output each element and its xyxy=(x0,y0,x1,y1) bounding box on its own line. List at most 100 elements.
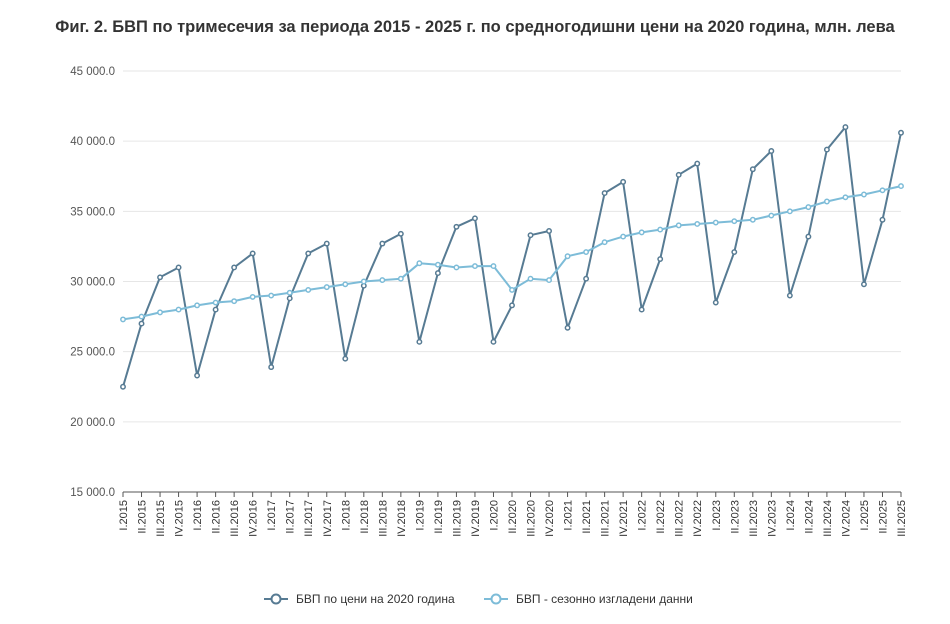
data-point[interactable] xyxy=(712,219,719,226)
data-point[interactable] xyxy=(527,232,534,239)
axes xyxy=(122,491,902,497)
data-point[interactable] xyxy=(805,204,812,211)
data-point[interactable] xyxy=(879,216,886,223)
y-tick-label: 30 000.0 xyxy=(70,277,115,289)
data-point[interactable] xyxy=(564,253,571,260)
data-point[interactable] xyxy=(379,277,386,284)
data-point[interactable] xyxy=(749,166,756,173)
data-point[interactable] xyxy=(379,240,386,247)
data-point[interactable] xyxy=(472,263,478,270)
data-point[interactable] xyxy=(546,277,552,284)
data-point[interactable] xyxy=(268,364,275,371)
data-point[interactable] xyxy=(305,250,312,257)
data-point[interactable] xyxy=(342,355,349,362)
data-point[interactable] xyxy=(175,306,182,313)
data-point[interactable] xyxy=(231,264,238,271)
data-point[interactable] xyxy=(861,191,867,198)
data-point[interactable] xyxy=(583,275,590,282)
data-point[interactable] xyxy=(490,263,497,270)
x-tick-label: II.2015 xyxy=(137,500,149,534)
data-point[interactable] xyxy=(675,222,682,229)
data-point[interactable] xyxy=(898,183,904,190)
data-point[interactable] xyxy=(749,216,756,223)
data-point[interactable] xyxy=(898,129,904,136)
x-tick-label: I.2022 xyxy=(637,500,649,531)
data-point[interactable] xyxy=(138,313,145,320)
x-tick-label: II.2024 xyxy=(803,500,815,534)
data-point[interactable] xyxy=(231,298,238,305)
data-point[interactable] xyxy=(638,306,645,313)
data-point[interactable] xyxy=(694,221,701,227)
data-point[interactable] xyxy=(564,324,571,331)
legend-marker xyxy=(270,593,282,605)
data-point[interactable] xyxy=(397,230,404,237)
data-point[interactable] xyxy=(731,249,738,255)
x-tick-label: II.2018 xyxy=(359,500,371,534)
data-point[interactable] xyxy=(342,281,349,288)
data-point[interactable] xyxy=(157,274,163,281)
data-point[interactable] xyxy=(360,278,367,285)
x-tick-label: IV.2017 xyxy=(322,500,334,537)
data-point[interactable] xyxy=(305,286,312,293)
data-point[interactable] xyxy=(527,275,534,282)
data-point[interactable] xyxy=(546,228,552,234)
data-point[interactable] xyxy=(120,383,126,390)
data-point[interactable] xyxy=(509,302,515,309)
data-point[interactable] xyxy=(490,338,497,345)
data-point[interactable] xyxy=(323,284,330,291)
data-point[interactable] xyxy=(842,194,849,201)
data-point[interactable] xyxy=(861,281,867,288)
data-point[interactable] xyxy=(601,190,608,197)
data-point[interactable] xyxy=(212,306,219,313)
data-point[interactable] xyxy=(583,249,590,255)
data-point[interactable] xyxy=(453,264,460,271)
data-point[interactable] xyxy=(249,250,256,257)
data-point[interactable] xyxy=(472,215,478,222)
data-point[interactable] xyxy=(786,292,793,299)
data-point[interactable] xyxy=(194,302,201,309)
data-point[interactable] xyxy=(823,198,830,205)
x-tick-label: IV.2023 xyxy=(766,500,778,537)
data-point[interactable] xyxy=(249,293,256,300)
data-point[interactable] xyxy=(175,264,182,271)
y-axis-tick-labels: 15 000.0 20 000.0 25 000.0 30 000.0 35 000.0… xyxy=(70,66,115,499)
data-point[interactable] xyxy=(620,233,627,240)
legend-item-2[interactable]: БВП - сезонно изгладени данни xyxy=(484,592,693,606)
data-point[interactable] xyxy=(675,171,682,178)
data-point[interactable] xyxy=(434,270,441,277)
data-point[interactable] xyxy=(434,261,441,268)
data-point[interactable] xyxy=(768,148,775,154)
data-point[interactable] xyxy=(416,338,423,345)
data-point[interactable] xyxy=(397,275,404,282)
data-point[interactable] xyxy=(268,292,275,299)
data-point[interactable] xyxy=(509,286,515,293)
data-point[interactable] xyxy=(601,239,608,246)
data-point[interactable] xyxy=(657,226,664,233)
data-point[interactable] xyxy=(823,146,830,153)
data-point[interactable] xyxy=(694,160,701,167)
data-point[interactable] xyxy=(138,320,145,327)
data-point[interactable] xyxy=(842,124,849,131)
data-point[interactable] xyxy=(453,223,460,230)
data-point[interactable] xyxy=(731,218,738,225)
data-point[interactable] xyxy=(416,260,423,267)
data-point[interactable] xyxy=(157,309,163,316)
grid-lines xyxy=(123,70,901,423)
data-point[interactable] xyxy=(712,299,719,306)
data-point[interactable] xyxy=(286,295,293,302)
data-point[interactable] xyxy=(638,229,645,236)
data-point[interactable] xyxy=(120,316,126,323)
x-tick-label: II.2017 xyxy=(285,500,297,534)
data-point[interactable] xyxy=(657,256,664,262)
data-point[interactable] xyxy=(768,212,775,219)
data-point[interactable] xyxy=(786,208,793,215)
data-point[interactable] xyxy=(879,187,886,194)
data-point[interactable] xyxy=(620,178,627,185)
data-point[interactable] xyxy=(286,289,293,296)
data-point[interactable] xyxy=(323,240,330,247)
data-point[interactable] xyxy=(805,233,812,240)
data-point[interactable] xyxy=(194,372,201,379)
x-tick-label: I.2016 xyxy=(192,500,204,531)
data-point[interactable] xyxy=(212,299,219,306)
legend-item-1[interactable]: БВП по цени на 2020 година xyxy=(264,592,455,606)
